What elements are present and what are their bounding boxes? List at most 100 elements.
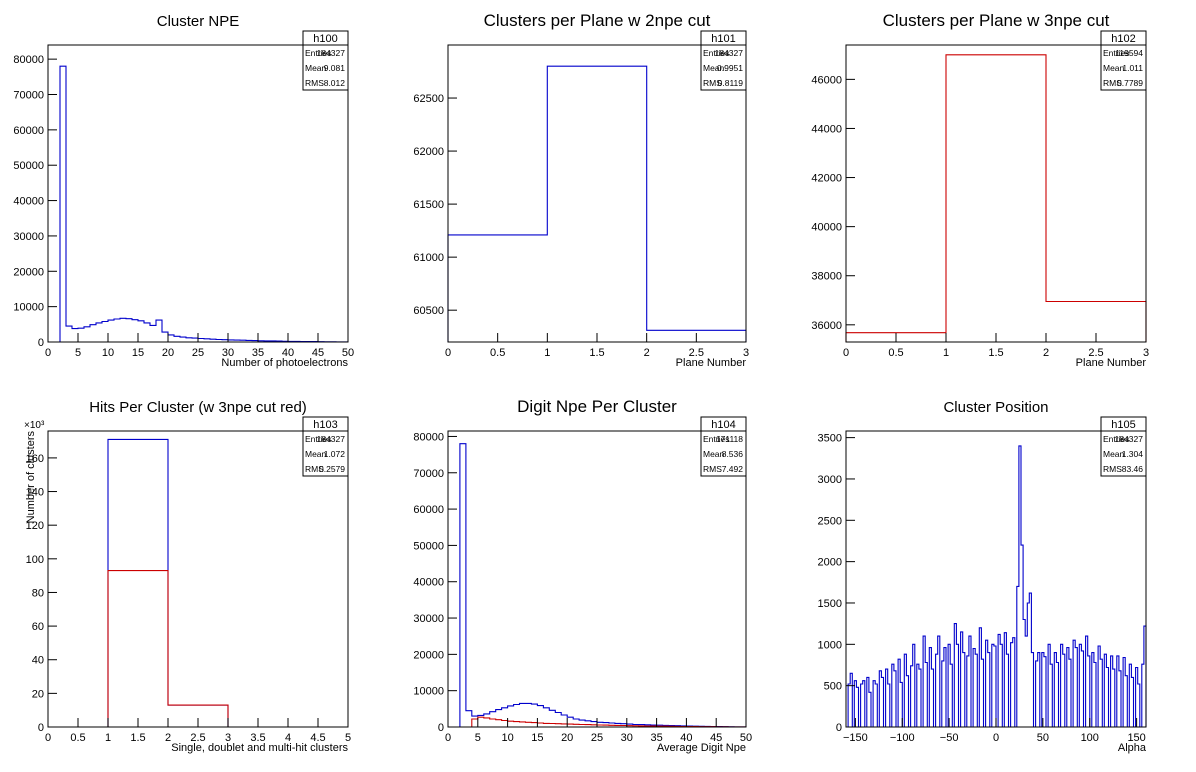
bin-bar: [490, 719, 496, 727]
y-tick-label: 10000: [13, 302, 44, 314]
pad-h102: 0 0.5 1 1.5 2 2.5 3 36000 38000 40000 42000 44000 46…: [811, 11, 1149, 369]
y-tick-label: 2500: [818, 515, 842, 527]
x-tick-label: 20: [561, 732, 573, 744]
y-tick-label: 70000: [413, 468, 444, 480]
x-tick-label: 1.5: [988, 347, 1003, 359]
series-outline: [59, 65, 349, 343]
stats-value: 119594: [1115, 48, 1143, 58]
stats-value: 0.8119: [718, 78, 744, 88]
chart-title: Cluster Position: [943, 399, 1048, 416]
x-tick-label: 2: [1043, 347, 1049, 359]
stats-name: h104: [711, 419, 735, 431]
bin-bar: [162, 332, 168, 342]
x-tick-label: 3: [225, 732, 231, 744]
bin-bar: [573, 719, 579, 727]
x-tick-label: 25: [192, 347, 204, 359]
stats-frame: [302, 30, 349, 91]
y-tick-label: 80: [32, 587, 44, 599]
x-tick-label: 2: [644, 347, 650, 359]
series-outline: [459, 443, 747, 728]
y-tick-label: 100: [26, 554, 44, 566]
x-tick-label: 50: [1037, 732, 1049, 744]
y-axis-exponent: ×10³: [24, 420, 45, 431]
y-tick-label: 62000: [413, 146, 444, 158]
x-tick-label: 0: [45, 347, 51, 359]
y-tick-label: 40000: [413, 577, 444, 589]
x-tick-label: 3: [1143, 347, 1149, 359]
y-tick-label: 30000: [413, 613, 444, 625]
bin-bar: [561, 715, 567, 727]
x-axis-label: Single, doublet and multi-hit clusters: [171, 742, 348, 754]
stats-value: 0.2579: [319, 464, 345, 474]
x-axis-label: Plane Number: [1076, 357, 1147, 369]
x-tick-label: −150: [843, 732, 868, 744]
stats-value: 7.492: [722, 464, 744, 474]
bin-bar: [156, 320, 162, 342]
x-tick-label: 40: [282, 347, 294, 359]
x-tick-label: 1: [943, 347, 949, 359]
stats-value: 8.012: [324, 78, 346, 88]
x-tick-label: 1: [544, 347, 550, 359]
bin-bar: [466, 711, 472, 727]
bin-bar: [520, 722, 526, 727]
y-tick-label: 61500: [413, 199, 444, 211]
series-0: [845, 54, 1147, 342]
x-tick-label: 5: [345, 732, 351, 744]
pad-h103: 0 0.5 1 1.5 2 2.5 3 3.5 4 4.5 5 0 20 40 60 80 100 120 140 1…: [24, 399, 351, 754]
y-tick-label: 60: [32, 621, 44, 633]
stats-label: Mean: [1103, 63, 1125, 73]
stats-value: 184327: [1115, 434, 1144, 444]
bin-bar: [526, 703, 532, 727]
bin-bar: [549, 710, 555, 727]
bin-bar: [1025, 636, 1027, 727]
y-tick-label: 50000: [413, 540, 444, 552]
bin-bar: [132, 320, 138, 342]
series-outline: [845, 54, 1147, 342]
stats-label: Entries: [1103, 434, 1129, 444]
series-outline: [107, 570, 229, 727]
x-axis-label: Number of photoelectrons: [221, 357, 348, 369]
x-tick-label: 1: [105, 732, 111, 744]
series-0: [846, 445, 1147, 728]
bin-bar: [520, 703, 526, 727]
x-tick-label: 35: [252, 347, 264, 359]
y-tick-label: 10000: [413, 686, 444, 698]
bin-bar: [555, 713, 561, 728]
x-tick-label: 45: [710, 732, 722, 744]
y-tick-label: 2000: [818, 557, 842, 569]
bin-bar: [514, 722, 520, 727]
bin-bar: [150, 325, 156, 342]
x-tick-label: 0: [445, 732, 451, 744]
y-tick-label: 20000: [13, 266, 44, 278]
x-tick-label: 0: [993, 732, 999, 744]
x-tick-label: 3.5: [250, 732, 265, 744]
series-0: [459, 443, 747, 728]
x-tick-label: 15: [132, 347, 144, 359]
y-tick-label: 30000: [13, 231, 44, 243]
series-outline: [846, 445, 1147, 728]
x-tick-label: 15: [531, 732, 543, 744]
y-tick-label: 61000: [413, 252, 444, 264]
y-tick-label: 70000: [13, 90, 44, 102]
y-tick-label: 1000: [818, 639, 842, 651]
bin-bar: [472, 719, 478, 727]
stats-name: h101: [711, 33, 735, 45]
bin-bar: [484, 714, 490, 727]
bin-bar: [531, 723, 537, 727]
bin-bar: [531, 704, 537, 727]
bin-bar: [508, 706, 514, 727]
bin-bar: [174, 336, 180, 342]
x-tick-label: 0: [45, 732, 51, 744]
x-tick-label: 100: [1081, 732, 1099, 744]
bin-bar: [138, 321, 144, 342]
x-tick-label: 0: [843, 347, 849, 359]
y-tick-label: 1500: [818, 598, 842, 610]
y-tick-label: 20: [32, 688, 44, 700]
bin-bar: [946, 55, 1046, 342]
bin-bar: [484, 718, 490, 727]
pad-h105: −150 −100 −50 0 50 100 15005001000150020002500…: [818, 399, 1147, 754]
y-tick-label: 60000: [13, 125, 44, 137]
